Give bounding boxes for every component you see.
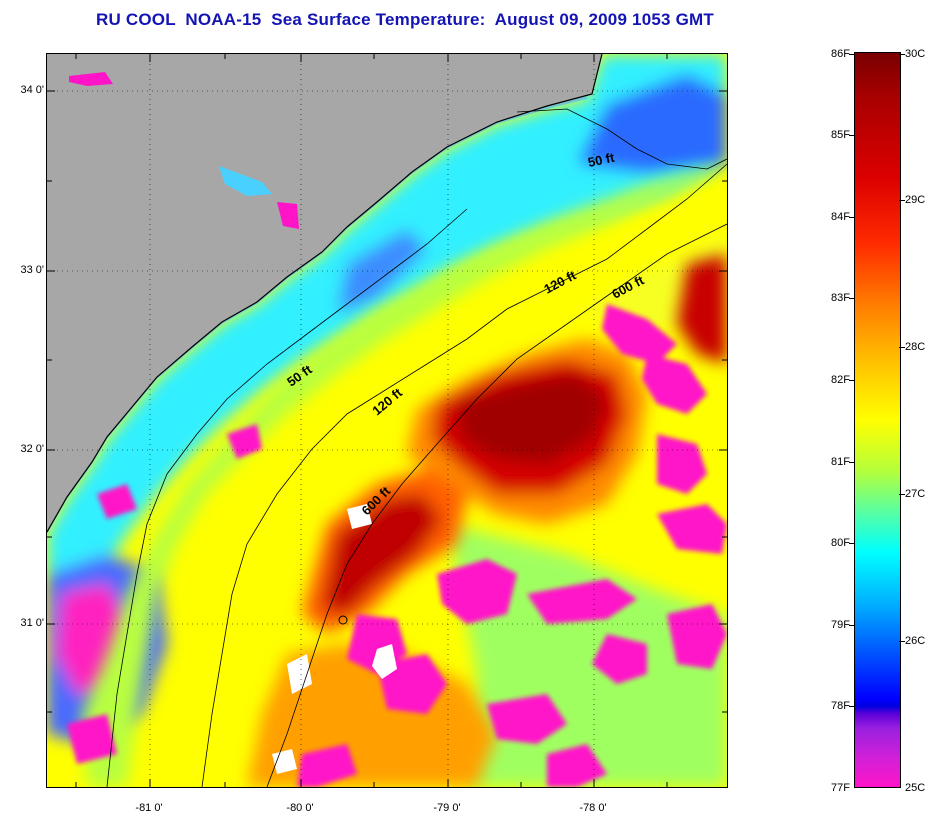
colorbar-tick (849, 706, 855, 707)
lat-label: 34 0' (20, 84, 44, 96)
station-marker[interactable] (338, 615, 348, 625)
colorbar-c-label: 29C (905, 194, 926, 206)
lon-label: -81 0' (135, 802, 163, 814)
colorbar-f-label: 80F (831, 537, 850, 549)
colorbar-tick (849, 54, 855, 55)
colorbar-tick (899, 200, 905, 201)
colorbar-f-label: 84F (831, 211, 850, 223)
colorbar-tick (899, 641, 905, 642)
isobath-600ft (266, 223, 727, 787)
lat-label: 32 0' (20, 443, 44, 455)
colorbar-tick (899, 54, 905, 55)
isobath-120ft (201, 163, 727, 787)
isobath-label: 50 ft (587, 150, 617, 170)
colorbar-tick (849, 217, 855, 218)
isobath-50ft (516, 108, 727, 170)
colorbar-f-label: 83F (831, 292, 850, 304)
coastline (47, 54, 603, 533)
isobath-50ft-south (106, 208, 468, 787)
colorbar-f-label: 82F (831, 374, 850, 386)
cold-water-patches (67, 304, 727, 787)
colorbar-f-label: 86F (831, 48, 850, 60)
colorbar-tick (899, 347, 905, 348)
temperature-colorbar (854, 52, 901, 788)
map-title: RU COOL NOAA-15 Sea Surface Temperature:… (96, 10, 714, 29)
land-mainland (47, 54, 602, 532)
sst-map-canvas: 50 ft 120 ft 600 ft 50 ft 120 ft 600 ft (47, 54, 727, 787)
colorbar-c-label: 25C (905, 782, 926, 794)
colorbar-c-label: 28C (905, 341, 926, 353)
colorbar-tick (849, 380, 855, 381)
colorbar-c-label: 27C (905, 488, 926, 500)
lat-label: 33 0' (20, 264, 44, 276)
colorbar-tick (849, 543, 855, 544)
graticule (47, 54, 727, 787)
colorbar-c-label: 26C (905, 635, 926, 647)
colorbar-f-label: 78F (831, 700, 850, 712)
sst-map[interactable]: 50 ft 120 ft 600 ft 50 ft 120 ft 600 ft (46, 53, 728, 788)
lon-label: -80 0' (286, 802, 314, 814)
cloud-flecks (272, 504, 397, 774)
lat-label: 31 0' (20, 617, 44, 629)
colorbar-tick (849, 135, 855, 136)
colorbar-f-label: 85F (831, 129, 850, 141)
colorbar-f-label: 77F (831, 782, 850, 794)
frame-ticks (47, 54, 727, 787)
lon-label: -79 0' (433, 802, 461, 814)
colorbar-tick (849, 625, 855, 626)
lon-label: -78 0' (579, 802, 607, 814)
colorbar-tick (849, 462, 855, 463)
small-islands (69, 72, 299, 229)
colorbar-f-label: 81F (831, 456, 850, 468)
colorbar-c-label: 30C (905, 48, 926, 60)
colorbar-tick (849, 298, 855, 299)
colorbar-f-label: 79F (831, 619, 850, 631)
colorbar-tick (899, 494, 905, 495)
